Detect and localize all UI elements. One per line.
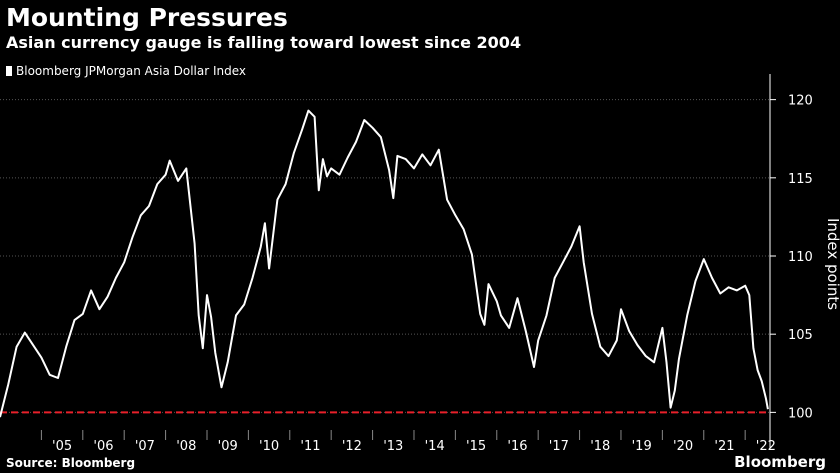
x-tick-label: '21 [714, 439, 734, 454]
x-tick-label: '20 [673, 439, 693, 454]
x-tick-label: '17 [549, 439, 569, 454]
y-tick-label: 100 [788, 406, 813, 421]
bloomberg-logo: Bloomberg [734, 453, 826, 471]
legend-label: Bloomberg JPMorgan Asia Dollar Index [16, 64, 247, 78]
legend: Bloomberg JPMorgan Asia Dollar Index [6, 64, 246, 78]
x-tick-label: '22 [756, 439, 776, 454]
x-tick-label: '11 [300, 439, 320, 454]
x-tick-label: '18 [590, 439, 610, 454]
legend-swatch [6, 66, 12, 76]
y-tick-label: 105 [788, 328, 813, 343]
x-tick-label: '19 [632, 439, 652, 454]
x-tick-label: '06 [93, 439, 113, 454]
x-tick-label: '08 [176, 439, 196, 454]
x-tick-label: '07 [135, 439, 155, 454]
chart-subtitle: Asian currency gauge is falling toward l… [6, 33, 522, 52]
series-line [0, 109, 769, 418]
x-tick-label: '14 [425, 439, 445, 454]
x-tick-label: '09 [218, 439, 238, 454]
x-tick-label: '15 [466, 439, 486, 454]
series-layer [0, 109, 769, 418]
x-tick-label: '05 [52, 439, 72, 454]
axis-layer: 100 105 110 115 120 '05 '06 '07 '08 '09 '10 '11 '12 '… [40, 74, 813, 454]
grid-layer [0, 99, 770, 413]
x-tick-label: '13 [383, 439, 403, 454]
y-tick-label: 115 [788, 172, 813, 187]
x-tick-label: '16 [507, 439, 527, 454]
y-tick-label: 120 [788, 94, 813, 109]
chart-title: Mounting Pressures [6, 3, 288, 32]
y-tick-label: 110 [788, 250, 813, 265]
y-axis-label: Index points [824, 218, 840, 310]
x-tick-label: '12 [342, 439, 362, 454]
x-tick-label: '10 [259, 439, 279, 454]
source-note: Source: Bloomberg [6, 456, 136, 470]
